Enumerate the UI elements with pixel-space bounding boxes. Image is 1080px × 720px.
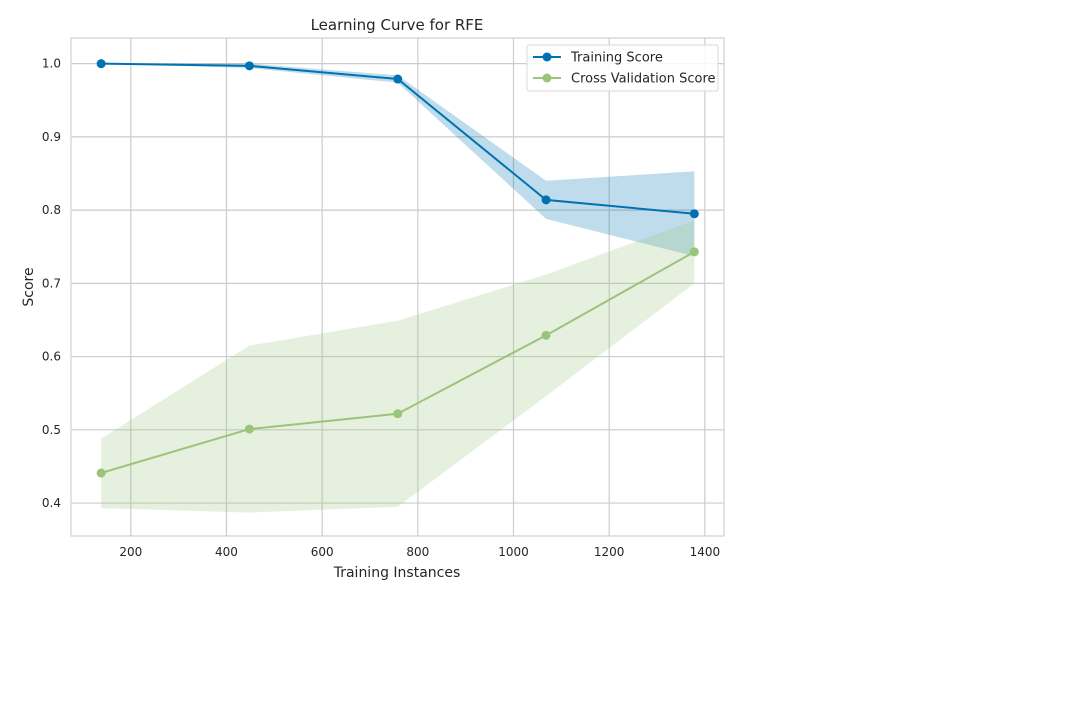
legend-marker: [542, 52, 552, 62]
confidence-bands: [101, 63, 695, 513]
y-tick-labels: 0.4 0.5 0.6 0.7 0.8 0.9 1.0: [42, 57, 61, 510]
cross-validation-score-band: [101, 220, 695, 513]
x-tick-label: 600: [311, 545, 334, 559]
y-tick-label: 0.9: [42, 130, 61, 144]
x-tick-label: 1400: [690, 545, 721, 559]
plot-frame: [70, 37, 725, 537]
x-tick-label: 1200: [594, 545, 625, 559]
training-score-band: [101, 63, 695, 257]
x-tick-label: 200: [119, 545, 142, 559]
cross-validation-score-point: [393, 409, 403, 419]
series-points: [96, 59, 699, 478]
y-tick-label: 0.7: [42, 276, 61, 290]
x-tick-label: 800: [406, 545, 429, 559]
y-tick-label: 0.8: [42, 203, 61, 217]
chart-title: Learning Curve for RFE: [311, 16, 484, 34]
cross-validation-score-point: [244, 424, 254, 434]
cross-validation-score-point: [96, 468, 106, 478]
y-tick-label: 0.5: [42, 423, 61, 437]
y-axis-title: Score: [21, 267, 37, 306]
x-tick-label: 400: [215, 545, 238, 559]
x-axis-title: Training Instances: [333, 565, 461, 581]
training-score-point: [541, 195, 551, 205]
legend: Training Score Cross Validation Score: [526, 44, 719, 92]
training-score-point: [244, 61, 254, 71]
legend-box: [526, 44, 719, 92]
cross-validation-score-point: [541, 330, 551, 340]
y-tick-label: 0.6: [42, 350, 61, 364]
y-tick-label: 1.0: [42, 57, 61, 71]
x-tick-label: 1000: [498, 545, 529, 559]
legend-label: Cross Validation Score: [571, 72, 716, 87]
training-score-point: [393, 74, 403, 84]
x-tick-labels: 200 400 600 800 1000 1200 1400: [119, 545, 720, 559]
cross-validation-score-point: [689, 247, 699, 257]
legend-label: Training Score: [570, 51, 663, 66]
y-tick-label: 0.4: [42, 496, 61, 510]
training-score-point: [96, 59, 106, 69]
training-score-point: [689, 209, 699, 219]
legend-marker: [542, 73, 552, 83]
